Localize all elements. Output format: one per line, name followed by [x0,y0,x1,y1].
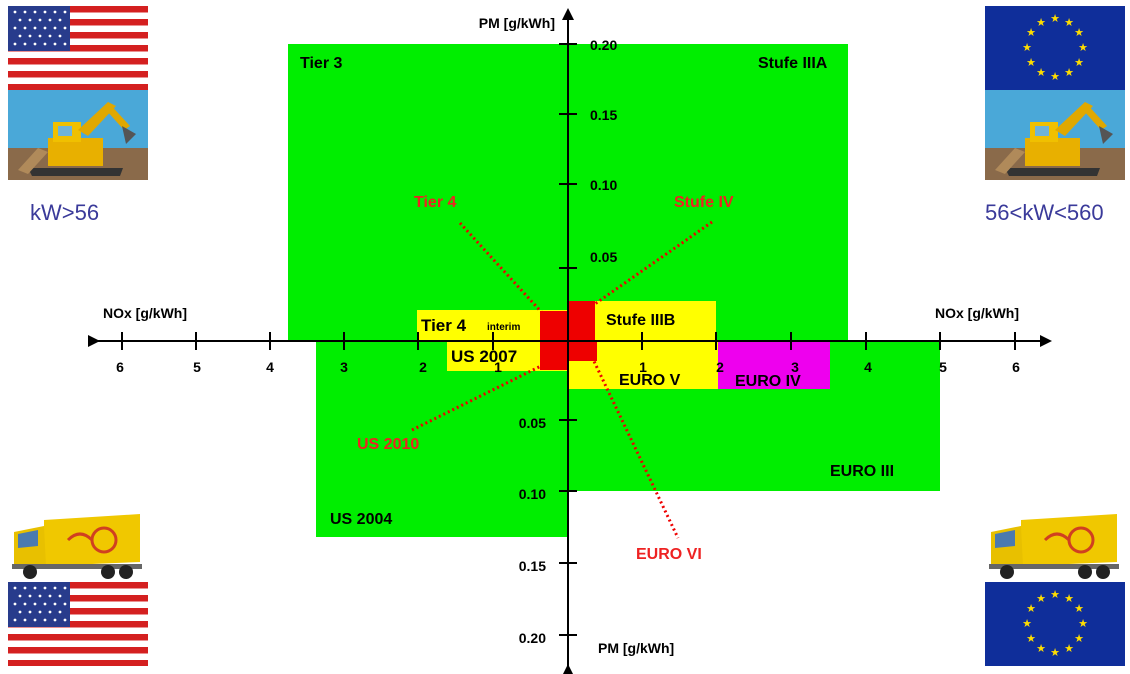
nox-axis-title-left: NOx [g/kWh] [103,305,187,321]
stufe4-region [568,301,595,341]
pm-axis-title-top: PM [g/kWh] [479,15,555,31]
pm-tick-label: 0.10 [590,177,617,193]
tier4-leader [458,221,547,318]
svg-text:★: ★ [1074,56,1084,69]
stufe4-callout: Stufe IV [674,194,734,211]
eu-flag-icon: ★ ★★★ ★★★★ ★★★★ [985,582,1125,666]
eu-flag-icon: ★ ★★★ ★★★★ ★★★★ [985,6,1125,90]
truck-icon [12,514,142,579]
svg-text:★: ★ [1026,632,1036,645]
caption-left: kW>56 [30,200,100,225]
tier3-label: Tier 3 [300,55,343,72]
us2004-label: US 2004 [330,511,392,528]
svg-text:★: ★ [1026,26,1036,39]
svg-text:★: ★ [1074,602,1084,615]
nox-tick-label: 5 [193,359,201,375]
svg-text:★: ★ [1026,602,1036,615]
svg-text:★: ★ [1064,16,1074,29]
svg-text:★: ★ [1050,588,1060,601]
svg-text:★: ★ [1022,617,1032,630]
caption-right: 56<kW<560 [985,200,1104,225]
us-flag-icon [8,6,148,90]
nox-tick-label: 4 [864,359,872,375]
svg-text:★: ★ [1074,632,1084,645]
svg-text:★: ★ [1036,642,1046,655]
euro4-label: EURO IV [735,373,801,390]
svg-text:★: ★ [1026,56,1036,69]
us2010-callout: US 2010 [357,436,419,453]
tier4-interim-small-label: interim [487,322,520,333]
pm-tick-label: 0.20 [590,37,617,53]
euro5-label: EURO V [619,372,681,389]
pm-tick-label: 0.05 [519,415,546,431]
nox-tick-label: 3 [791,359,799,375]
pm-tick-label: 0.15 [519,558,546,574]
us2004-region [316,341,568,537]
svg-text:★: ★ [1064,592,1074,605]
svg-text:★: ★ [1050,646,1060,659]
svg-text:★: ★ [1050,70,1060,83]
nox-tick-label: 1 [494,359,502,375]
svg-text:★: ★ [1078,617,1088,630]
nox-tick-label: 6 [116,359,124,375]
svg-text:★: ★ [1074,26,1084,39]
euro6-leader [590,356,680,539]
nox-tick-label: 6 [1012,359,1020,375]
nox-tick-label: 5 [939,359,947,375]
tier4-callout: Tier 4 [414,194,457,211]
stufe3b-label: Stufe IIIB [606,312,675,329]
nox-axis-title-right: NOx [g/kWh] [935,305,1019,321]
us2010-region [540,341,568,370]
us-flag-icon [8,582,148,666]
svg-text:★: ★ [1078,41,1088,54]
us2007-label: US 2007 [451,347,517,366]
pm-tick-label: 0.10 [519,486,546,502]
svg-text:★: ★ [1036,16,1046,29]
euro6-callout: EURO VI [636,546,702,563]
svg-text:★: ★ [1036,66,1046,79]
nox-tick-label: 1 [639,359,647,375]
excavator-icon [985,90,1125,180]
svg-text:★: ★ [1050,12,1060,25]
nox-tick-label: 2 [716,359,724,375]
svg-text:★: ★ [1064,66,1074,79]
pm-tick-label: 0.20 [519,630,546,646]
nox-tick-label: 4 [266,359,274,375]
pm-tick-label: 0.15 [590,107,617,123]
nox-tick-label: 3 [340,359,348,375]
svg-text:★: ★ [1064,642,1074,655]
euro4-region [718,341,830,389]
svg-text:★: ★ [1036,592,1046,605]
excavator-icon [8,90,148,180]
euro3-label: EURO III [830,463,894,480]
stufe3a-label: Stufe IIIA [758,55,828,72]
nox-tick-label: 2 [419,359,427,375]
pm-axis-title-bottom: PM [g/kWh] [598,640,674,656]
pm-tick-label: 0.05 [590,249,617,265]
truck-icon [989,514,1119,579]
tier4-interim-label: Tier 4 [421,316,467,335]
svg-text:★: ★ [1022,41,1032,54]
